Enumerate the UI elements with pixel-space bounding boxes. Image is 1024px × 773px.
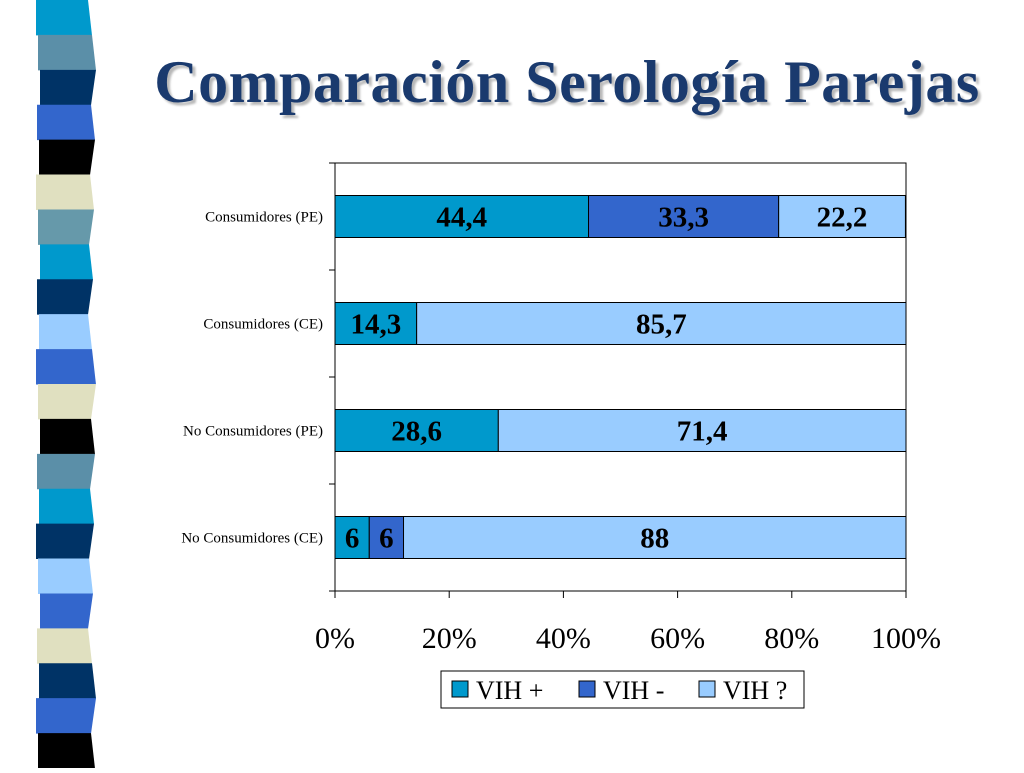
data-label: 85,7 — [636, 309, 687, 341]
legend-box — [440, 670, 805, 709]
category-labels: Consumidores (PE) Consumidores (CE) No Con… — [181, 210, 323, 547]
slide-title: Comparación Serología Parejas — [154, 49, 980, 115]
sidebar-stripe — [40, 418, 95, 455]
stripe-pattern — [36, 0, 96, 769]
sidebar-stripe — [37, 453, 95, 490]
sidebar-stripe — [38, 209, 94, 245]
x-tick-label: 20% — [422, 622, 477, 655]
sidebar-stripe — [38, 384, 96, 420]
data-label: 44,4 — [436, 202, 487, 234]
legend-label: VIH + — [476, 676, 543, 705]
x-axis: 0% 20% 40% 60% 80% 100% — [315, 591, 941, 655]
x-tick-label: 60% — [650, 622, 705, 655]
x-tick-label: 80% — [764, 622, 819, 655]
bar-segment — [334, 302, 418, 345]
category-label: Consumidores (CE) — [203, 317, 323, 333]
sidebar-stripe — [37, 104, 95, 141]
category-label: Consumidores (PE) — [205, 210, 323, 226]
data-label: 22,2 — [817, 202, 868, 234]
bar-segment — [588, 195, 780, 238]
data-label: 33,3 — [658, 202, 709, 234]
data-label: 14,3 — [350, 309, 401, 341]
sidebar-stripe — [36, 523, 94, 560]
x-tick-label: 100% — [871, 622, 941, 655]
legend-swatch — [578, 680, 596, 698]
sidebar-stripe — [36, 349, 96, 385]
sidebar-stripe — [40, 593, 93, 629]
x-tick-label: 0% — [315, 622, 355, 655]
sidebar-stripe — [40, 244, 93, 280]
sidebar-stripe — [40, 69, 96, 106]
decorative-stripe-sidebar — [0, 0, 120, 769]
sidebar-stripe — [39, 139, 95, 176]
sidebar-stripe — [38, 558, 93, 594]
data-label: 6 — [345, 523, 360, 555]
legend-label: VIH - — [603, 676, 664, 705]
sidebar-stripe — [38, 34, 96, 71]
data-label: 28,6 — [391, 416, 442, 448]
legend-swatch — [451, 680, 469, 698]
x-tick-label: 40% — [536, 622, 591, 655]
bars: 44,4 33,3 22,2 14,3 85,7 28,6 71,4 6 6 88 — [334, 195, 907, 559]
plot-area — [329, 162, 907, 592]
category-label: No Consumidores (PE) — [183, 424, 323, 440]
data-label: 88 — [640, 523, 669, 555]
sidebar-stripe — [37, 628, 92, 664]
bar-segment — [334, 409, 499, 452]
bar-segment — [778, 195, 906, 238]
bar-segment — [403, 516, 907, 559]
legend-label: VIH ? — [723, 676, 787, 705]
sidebar-stripe — [36, 0, 92, 36]
sidebar-stripe — [38, 733, 95, 769]
sidebar-stripe — [36, 698, 96, 734]
data-label: 71,4 — [677, 416, 728, 448]
category-label: No Consumidores (CE) — [181, 531, 323, 547]
data-label: 6 — [379, 523, 394, 555]
sidebar-stripe — [37, 279, 93, 315]
legend: VIH + VIH - VIH ? — [440, 670, 805, 709]
legend-swatch — [698, 680, 716, 698]
sidebar-stripe — [39, 314, 92, 350]
bar-segment — [497, 409, 907, 452]
sidebar-stripe — [39, 488, 94, 525]
sidebar-stripe — [39, 663, 96, 699]
bar-segment — [334, 516, 370, 559]
sidebar-stripe — [36, 174, 94, 210]
bar-segment — [416, 302, 907, 345]
